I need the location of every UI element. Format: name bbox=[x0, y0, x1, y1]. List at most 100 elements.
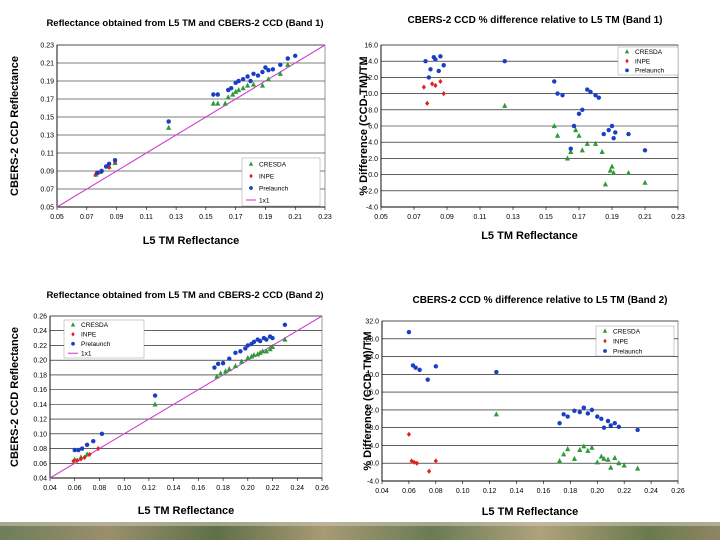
x-tick-label: 0.22 bbox=[266, 485, 280, 492]
y-tick-label: 10.0 bbox=[364, 91, 378, 98]
data-point-cresda bbox=[589, 444, 595, 450]
y-tick-label: 0.17 bbox=[40, 97, 54, 104]
legend: CRESDA INPE Prelaunch 1x1 bbox=[241, 157, 321, 207]
legend-swatch-cresda bbox=[248, 161, 254, 166]
x-tick-label: 0.19 bbox=[605, 214, 619, 221]
data-point-cresda bbox=[592, 140, 599, 146]
data-point-prelaunch bbox=[99, 431, 105, 437]
data-point-cresda bbox=[277, 70, 283, 76]
chart-title: Reflectance obtained from L5 TM and CBER… bbox=[46, 290, 323, 301]
data-point-prelaunch bbox=[278, 62, 283, 68]
legend-label: 1x1 bbox=[259, 197, 270, 204]
data-point-prelaunch bbox=[228, 85, 234, 91]
one-to-one-line bbox=[49, 315, 323, 479]
data-point-cresda bbox=[250, 81, 257, 87]
x-tick-label: 0.14 bbox=[510, 488, 524, 495]
data-point-prelaunch bbox=[608, 423, 613, 428]
data-point-prelaunch bbox=[593, 93, 598, 98]
legend-swatch-cresda bbox=[602, 328, 608, 333]
x-tick-label: 0.23 bbox=[671, 214, 685, 221]
data-point-prelaunch bbox=[585, 411, 591, 416]
x-tick-label: 0.04 bbox=[43, 485, 57, 492]
data-point-cresda bbox=[612, 454, 618, 460]
data-point-cresda bbox=[225, 94, 231, 100]
x-tick-label: 0.04 bbox=[375, 488, 389, 495]
data-point-prelaunch bbox=[642, 148, 648, 153]
data-point-cresda bbox=[226, 366, 232, 372]
data-point-prelaunch bbox=[601, 425, 607, 430]
data-point-prelaunch bbox=[423, 58, 428, 64]
legend-label: CRESDA bbox=[259, 161, 287, 168]
x-tick-label: 0.11 bbox=[473, 214, 486, 221]
data-point-inpe bbox=[433, 458, 438, 464]
legend-label: Prelaunch bbox=[635, 68, 665, 75]
x-tick-label: 0.06 bbox=[68, 485, 82, 492]
data-point-cresda bbox=[608, 464, 614, 470]
chart-4: -4.0 0.0 4.0 8.0 12.0 16.0 20.0 24.0 28.0 32.0 0.0… bbox=[362, 295, 685, 518]
y-tick-label: 0.18 bbox=[33, 372, 47, 379]
data-point-prelaunch bbox=[285, 56, 290, 61]
legend-swatch-cresda bbox=[70, 322, 76, 327]
data-point-cresda bbox=[568, 148, 574, 154]
legend-swatch-prelaunch bbox=[625, 68, 629, 73]
x-tick-label: 0.20 bbox=[241, 485, 255, 492]
data-point-prelaunch bbox=[605, 418, 611, 424]
legend-swatch-prelaunch bbox=[71, 341, 75, 346]
data-point-prelaunch bbox=[99, 168, 104, 174]
y-tick-label: 0.24 bbox=[33, 328, 47, 335]
y-tick-label: 0.0 bbox=[368, 172, 378, 179]
data-point-cresda bbox=[222, 368, 229, 374]
data-point-cresda bbox=[236, 87, 242, 93]
y-tick-label: 0.10 bbox=[33, 431, 47, 438]
legend-box bbox=[241, 157, 321, 207]
data-point-cresda bbox=[598, 453, 604, 459]
data-point-cresda bbox=[557, 458, 563, 464]
data-point-prelaunch bbox=[588, 89, 593, 95]
data-point-prelaunch bbox=[433, 364, 439, 369]
data-point-prelaunch bbox=[609, 123, 615, 129]
x-tick-label: 0.06 bbox=[402, 488, 416, 495]
legend-label: Prelaunch bbox=[81, 341, 111, 348]
data-point-prelaunch bbox=[612, 421, 617, 426]
data-point-cresda bbox=[166, 124, 172, 130]
data-point-inpe bbox=[75, 457, 80, 463]
x-axis-label: L5 TM Reflectance bbox=[143, 235, 240, 247]
data-point-inpe bbox=[425, 100, 430, 106]
data-point-prelaunch bbox=[565, 414, 570, 419]
y-tick-label: 8.0 bbox=[369, 425, 379, 432]
y-tick-label: 0.15 bbox=[40, 115, 54, 122]
data-point-inpe bbox=[78, 456, 83, 462]
data-point-inpe bbox=[438, 78, 443, 85]
data-point-cresda bbox=[245, 354, 251, 361]
data-point-prelaunch bbox=[406, 329, 412, 335]
data-point-prelaunch bbox=[577, 409, 582, 415]
data-point-prelaunch bbox=[270, 335, 275, 341]
y-tick-label: 0.19 bbox=[40, 79, 54, 86]
chart-title: Reflectance obtained from L5 TM and CBER… bbox=[46, 18, 323, 29]
data-point-inpe bbox=[406, 431, 411, 437]
data-point-prelaunch bbox=[561, 412, 566, 417]
data-point-cresda bbox=[152, 401, 158, 407]
data-point-cresda bbox=[565, 446, 571, 452]
data-point-cresda bbox=[215, 100, 221, 106]
data-point-prelaunch bbox=[236, 78, 241, 84]
y-tick-label: 8.0 bbox=[368, 107, 378, 114]
data-point-cresda bbox=[602, 181, 608, 187]
data-point-cresda bbox=[257, 349, 263, 355]
data-point-prelaunch bbox=[227, 356, 232, 361]
data-point-prelaunch bbox=[436, 68, 441, 74]
data-point-prelaunch bbox=[245, 343, 251, 348]
data-point-inpe bbox=[430, 81, 435, 87]
data-point-cresda bbox=[585, 447, 591, 453]
x-tick-label: 0.11 bbox=[140, 214, 153, 221]
data-point-prelaunch bbox=[243, 346, 248, 351]
data-point-prelaunch bbox=[103, 164, 109, 169]
x-tick-label: 0.21 bbox=[638, 214, 652, 221]
data-point-prelaunch bbox=[76, 447, 81, 453]
data-point-prelaunch bbox=[240, 76, 246, 82]
x-tick-label: 0.15 bbox=[199, 214, 213, 221]
data-point-cresda bbox=[577, 446, 583, 452]
x-tick-label: 0.13 bbox=[169, 214, 183, 221]
y-tick-label: 32.0 bbox=[365, 319, 379, 326]
